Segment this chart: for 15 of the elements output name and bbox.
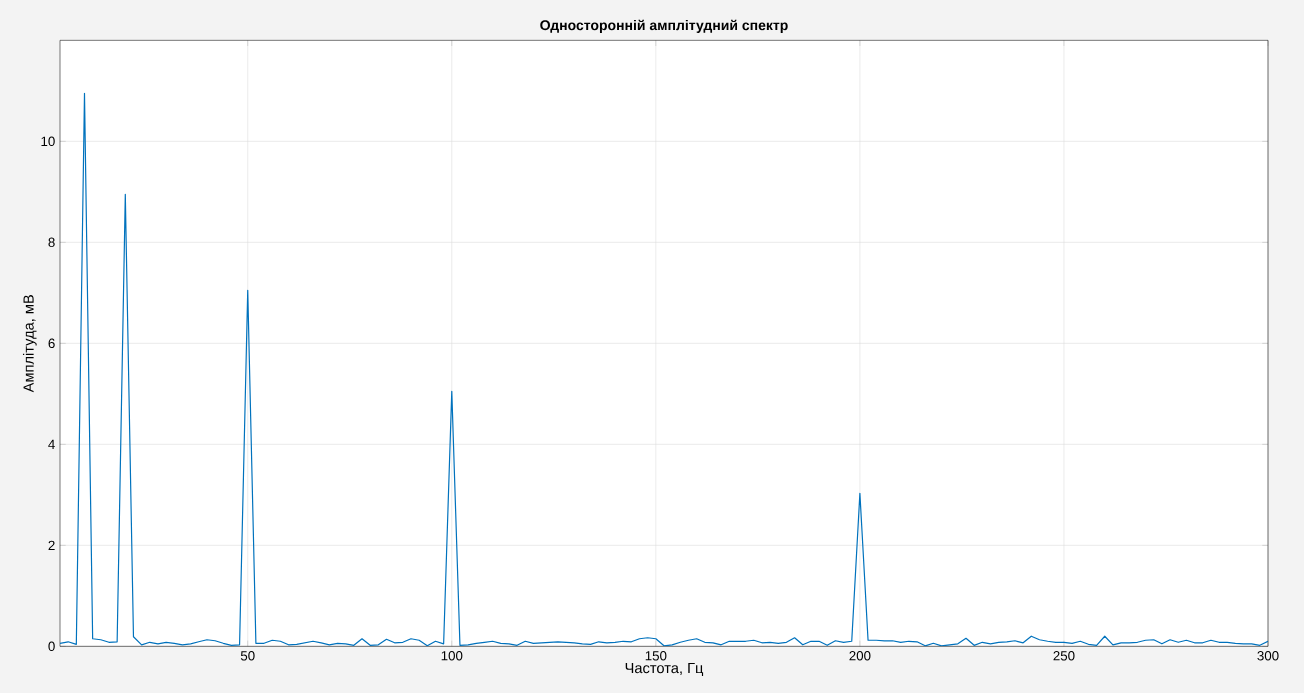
- x-tick-label: 200: [849, 650, 871, 661]
- y-tick-label: 2: [48, 540, 55, 550]
- y-tick-label: 6: [48, 338, 55, 348]
- y-tick-label: 0: [48, 641, 55, 651]
- y-axis-title: Амплітуда, мВ: [22, 294, 37, 393]
- y-tick-label: 4: [48, 439, 55, 449]
- chart-title: Односторонній амплітудний спектр: [540, 19, 788, 33]
- x-tick-label: 250: [1053, 650, 1075, 661]
- x-tick-label: 100: [441, 650, 463, 661]
- y-tick-label: 10: [41, 136, 55, 146]
- x-tick-label: 150: [645, 650, 667, 661]
- y-tick-label: 8: [48, 237, 55, 247]
- x-axis-title: Частота, Гц: [625, 662, 704, 676]
- x-tick-label: 50: [240, 650, 255, 661]
- x-tick-label: 300: [1257, 650, 1279, 661]
